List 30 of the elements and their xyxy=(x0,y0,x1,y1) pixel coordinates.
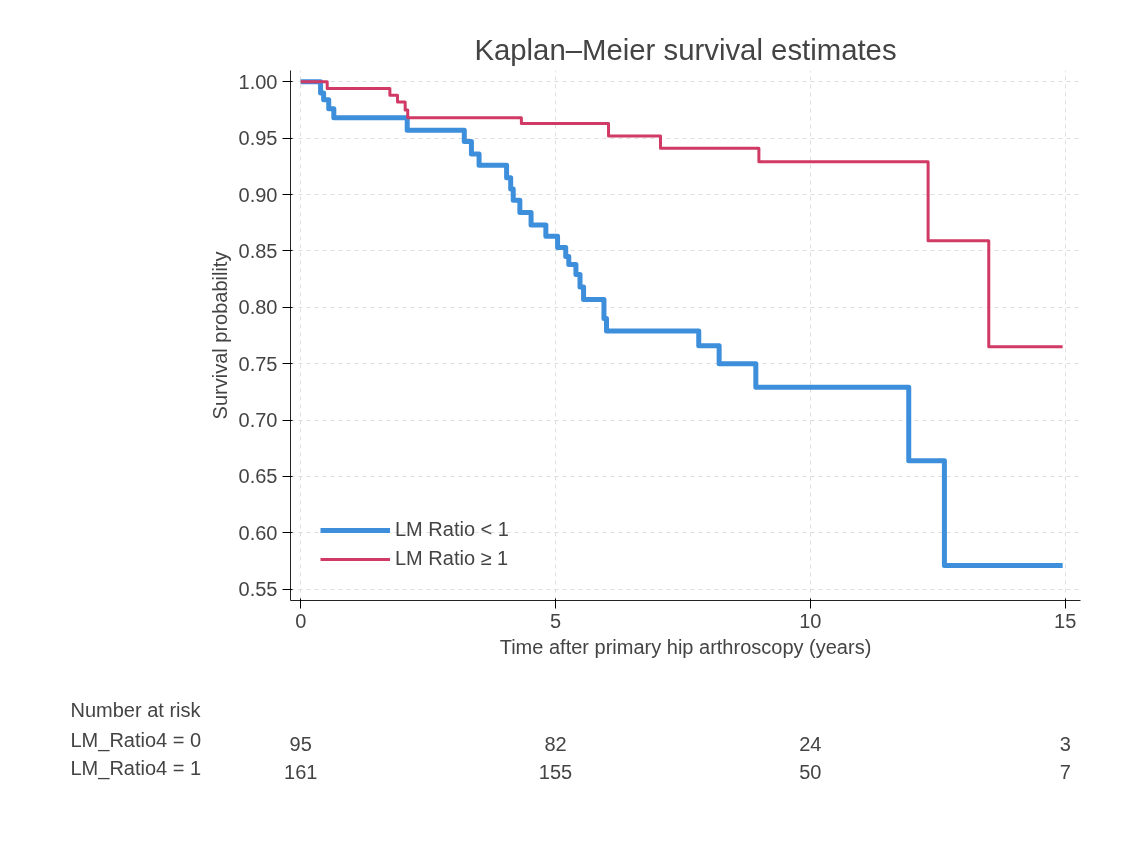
legend-label: LM Ratio ≥ 1 xyxy=(395,547,509,570)
text: 155 xyxy=(538,760,573,783)
text: 50 xyxy=(799,760,822,783)
text: Number at risk xyxy=(70,698,202,721)
x-tick-label: 10 xyxy=(799,609,822,632)
text: 161 xyxy=(284,760,318,783)
text: 24 xyxy=(799,732,822,755)
y-tick-label: 0.60 xyxy=(238,521,278,544)
x-tick-label: 0 xyxy=(295,609,307,632)
text: 3 xyxy=(1059,732,1071,755)
legend-label: LM Ratio < 1 xyxy=(395,518,509,541)
text: 95 xyxy=(289,732,312,755)
y-tick-label: 0.75 xyxy=(238,352,278,375)
text: 7 xyxy=(1059,760,1071,783)
chart-title: Kaplan–Meier survival estimates xyxy=(474,32,897,66)
y-tick-label: 0.55 xyxy=(238,578,278,601)
y-tick-label: 0.70 xyxy=(238,409,278,432)
y-axis-title: Survival probability xyxy=(208,251,231,420)
x-tick-label: 5 xyxy=(549,609,562,632)
text: 82 xyxy=(544,732,567,755)
y-tick-label: 0.90 xyxy=(238,183,278,206)
y-tick-label: 0.85 xyxy=(238,239,278,262)
x-tick-label: 15 xyxy=(1054,609,1077,632)
y-tick-label: 0.65 xyxy=(238,465,278,488)
text: LM_Ratio4 = 0 xyxy=(70,728,202,752)
y-tick-label: 1.00 xyxy=(238,70,278,93)
text: LM_Ratio4 = 1 xyxy=(70,756,202,780)
x-axis-title: Time after primary hip arthroscopy (years) xyxy=(499,635,872,658)
y-tick-label: 0.80 xyxy=(238,296,278,319)
y-tick-label: 0.95 xyxy=(238,127,278,150)
